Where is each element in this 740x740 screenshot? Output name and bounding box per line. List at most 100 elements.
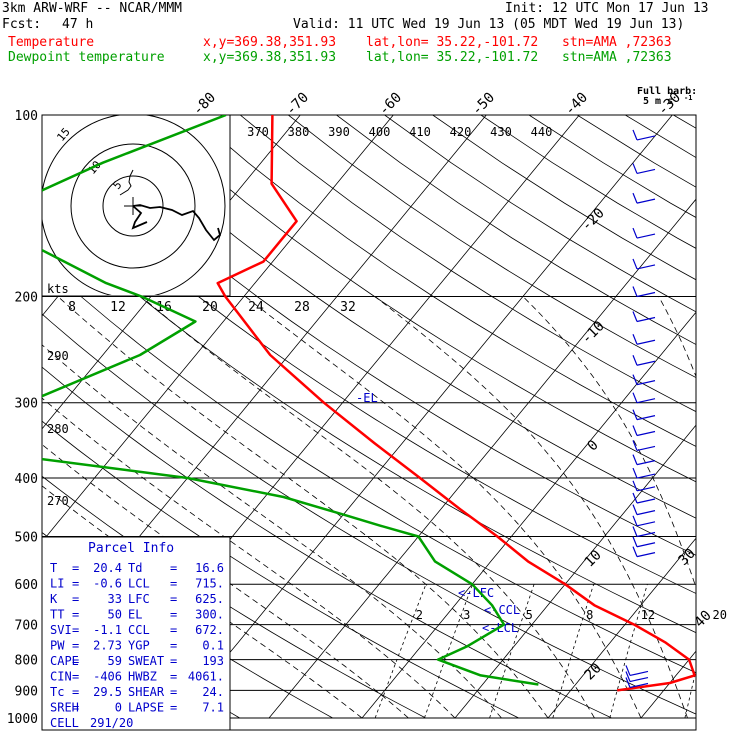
parcel-val-pw: 2.73: [93, 639, 122, 653]
wind-barb-300: [636, 398, 656, 404]
dry-adiabat-470: [673, 115, 696, 129]
hodograph-speed-tick-8: 8: [68, 300, 76, 315]
parcel-val-el: 300.: [195, 608, 224, 622]
parcel-info-frame: [41, 536, 231, 731]
parcel-val-k: 33: [108, 592, 122, 606]
temperature-tick-0: 0: [585, 437, 602, 454]
parcel-eq2: =: [170, 608, 177, 622]
wind-barb-flag-125: [632, 163, 638, 174]
temperature-latlon: lat,lon= 35.22,-101.72: [366, 35, 539, 50]
parcel-eq: =: [72, 639, 79, 653]
wind-barb-440: [636, 498, 656, 504]
wind-barb-flag-520: [632, 536, 638, 547]
barb-legend-unit: 5 m s: [643, 96, 673, 107]
dry-adiabat-290: [42, 366, 612, 719]
moist-adiabat-25: [374, 296, 688, 719]
wind-barb-420: [636, 486, 656, 492]
parcel-eq: =: [72, 623, 79, 637]
wind-barb-540: [636, 552, 656, 558]
wind-barb-320: [636, 415, 656, 421]
wind-barb-flag-280: [632, 374, 638, 385]
pressure-label-200: 200: [15, 291, 38, 306]
parcel-val-tc: 29.5: [93, 685, 122, 699]
parcel-val-ccl: 672.: [195, 623, 224, 637]
parcel-key-k: K: [50, 592, 58, 606]
hodograph-wind-trace-upper: [119, 169, 134, 196]
pressure-label-300: 300: [15, 397, 38, 412]
temperature-tick-20: 20: [582, 660, 605, 683]
parcel-val-t: 20.4: [93, 561, 122, 575]
parcel-eq: =: [72, 670, 79, 684]
parcel-key-cape: CAPE: [50, 654, 79, 668]
theta-e-label-430: 430: [490, 125, 512, 139]
mixing-ratio-label-5: 5: [526, 608, 533, 622]
dewpoint-line: [42, 115, 539, 686]
hodograph-wind-trace-low: [131, 205, 148, 230]
parcel-val-td: 16.6: [195, 561, 224, 575]
temperature-tick--60: -60: [376, 90, 405, 119]
parcel-key-sreh: SREH: [50, 701, 79, 715]
dry-adiabat-480: [722, 115, 740, 718]
wind-barb-flag-240: [632, 334, 638, 345]
temperature-station: stn=AMA ,72363: [562, 35, 672, 50]
parcel-val-tt: 50: [108, 608, 122, 622]
parcel-key-lcl: LCL: [128, 577, 150, 591]
dry-adiabat-380: [239, 115, 696, 413]
wind-barb-140: [636, 198, 656, 204]
wind-barb-flag-890: [625, 677, 631, 688]
wind-barb-890: [629, 682, 649, 689]
parcel-eq: =: [72, 608, 79, 622]
parcel-eq2: =: [170, 623, 177, 637]
wind-barb-flag-220: [632, 311, 638, 322]
dry-adiabat-390: [288, 115, 696, 379]
parcel-eq2: =: [170, 685, 177, 699]
theta-e-label-400: 400: [369, 125, 391, 139]
hodograph-axis-label: kts: [47, 282, 69, 296]
isotherm--10: [361, 311, 696, 719]
temperature-tick--10: -10: [579, 318, 608, 347]
wind-barb-240: [636, 339, 656, 345]
wind-barb-flag-300: [632, 392, 638, 403]
wind-barb-flag-260: [632, 355, 638, 366]
wind-barb-260: [636, 360, 656, 366]
wind-barb-flag-420: [632, 480, 638, 492]
dry-adiabat-320: [42, 209, 696, 634]
hodograph-speed-tick-28: 28: [294, 300, 310, 315]
parcel-key-t: T: [50, 561, 57, 575]
temperature-tick--20: -20: [579, 205, 608, 234]
dry-adiabat-400: [336, 115, 696, 345]
wind-barb-125: [636, 168, 656, 175]
mixing-ratio-line-20: [684, 669, 696, 719]
parcel-eq: =: [72, 561, 79, 575]
isotherm--60: [42, 115, 394, 543]
moist-adiabat--10: [42, 485, 363, 719]
wind-barb-850: [629, 670, 649, 677]
parcel-key-lfc: LFC: [128, 592, 150, 606]
mixing-ratio-label-20: 20: [712, 608, 726, 622]
pressure-label-700: 700: [15, 619, 38, 634]
moist-adiabat-10: [57, 296, 549, 719]
temperature-xy: x,y=369.38,351.93: [203, 35, 337, 50]
parcel-key-ccl: CCL: [128, 623, 150, 637]
theta-e-label-380: 380: [288, 125, 310, 139]
isotherm-20: [640, 650, 696, 719]
wind-barb-220: [636, 316, 656, 323]
pressure-label-100: 100: [15, 109, 38, 124]
parcel-eq2: =: [170, 577, 177, 591]
pressure-label-800: 800: [15, 654, 38, 669]
parcel-eq2: =: [170, 592, 177, 606]
isotherm-30: [734, 115, 740, 718]
forecast-label: Fcst:: [2, 17, 42, 32]
dewpoint-latlon: lat,lon= 35.22,-101.72: [366, 50, 539, 65]
wind-barb-flag-850: [625, 665, 631, 676]
temperature-tick--70: -70: [283, 90, 312, 119]
parcel-val-sreh: 0: [115, 701, 122, 715]
theta-e-label-420: 420: [450, 125, 472, 139]
wind-barb-flag-460: [632, 504, 638, 515]
parcel-info-title: Parcel Info: [88, 541, 174, 556]
mixing-ratio-label-8: 8: [586, 608, 593, 622]
parcel-key-svi: SVI: [50, 623, 72, 637]
parcel-key-li: LI: [50, 577, 64, 591]
parcel-val-hwbz: 4061.: [188, 670, 224, 684]
